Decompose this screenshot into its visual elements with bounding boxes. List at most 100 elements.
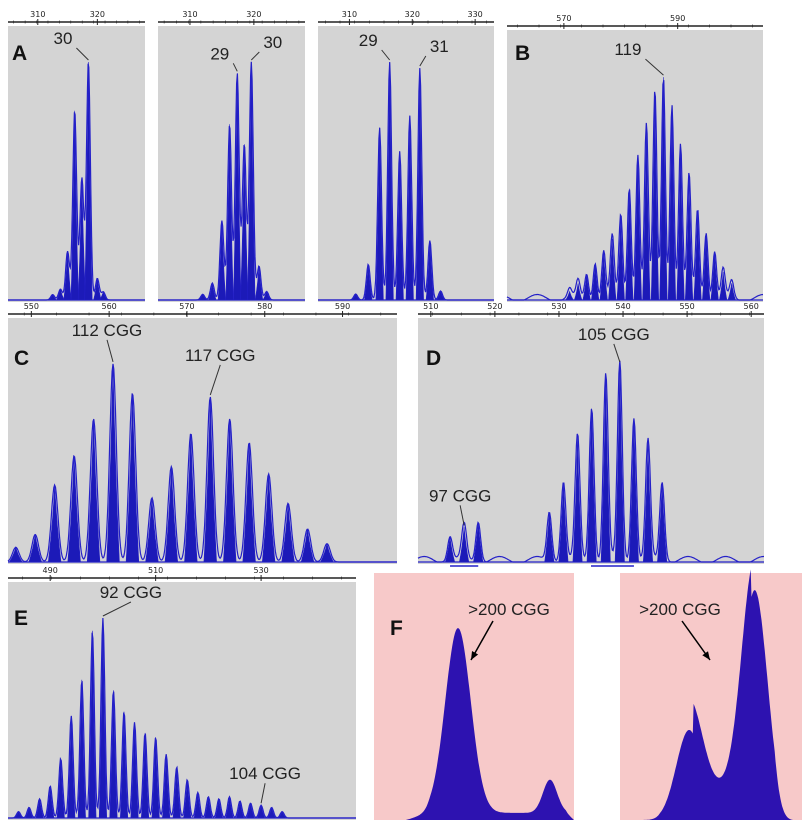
x-tick-label: 310: [342, 10, 357, 19]
signal-trace: [8, 617, 356, 819]
peak-mark: [405, 115, 414, 301]
panel-label: D: [426, 347, 441, 370]
peak-mark: [415, 67, 424, 301]
peak-mark: [28, 534, 43, 563]
x-tick-label: 540: [615, 302, 630, 311]
peak-mark: [140, 732, 150, 819]
x-tick-label: 570: [179, 302, 194, 311]
x-tick-label: 330: [468, 10, 483, 19]
peak-mark: [600, 376, 611, 563]
peak-mark: [642, 443, 654, 563]
peak-mark: [8, 546, 23, 563]
x-tick-label: 590: [670, 14, 685, 23]
peak-mark: [125, 393, 140, 563]
chart-panel-f1: >200 CGG F: [374, 573, 574, 820]
peak-annotation: 31: [430, 37, 449, 56]
x-tick-label: 320: [246, 10, 261, 19]
chart-panel-f2: >200 CGG: [620, 569, 802, 820]
peak-mark: [235, 800, 245, 819]
annotation-leader: [381, 49, 391, 61]
peak-mark: [35, 798, 44, 819]
x-tick-label: 490: [43, 566, 58, 575]
peak-mark: [582, 274, 591, 301]
peak-mark: [320, 543, 334, 563]
peak-mark: [46, 786, 55, 819]
signal-trace: [417, 360, 764, 563]
x-tick-label: 550: [679, 302, 694, 311]
peak-mark: [77, 679, 86, 819]
peak-mark: [599, 252, 608, 301]
peak-mark: [109, 690, 118, 819]
peak-mark: [208, 282, 217, 301]
peak-mark: [56, 758, 65, 819]
peak-mark: [130, 722, 139, 819]
peak-mark: [267, 807, 276, 819]
peak-mark: [262, 290, 271, 301]
peak-annotation: 104 CGG: [229, 764, 301, 783]
peak-mark: [254, 265, 264, 301]
peak-mark: [473, 522, 484, 563]
peak-mark: [198, 293, 208, 301]
peak-mark: [586, 408, 597, 563]
peak-mark: [88, 630, 97, 819]
x-tick-label: 580: [257, 302, 272, 311]
peak-annotation: 92 CGG: [100, 583, 162, 602]
annotation-leader: [459, 505, 465, 526]
peak-mark: [214, 798, 224, 819]
x-tick-label: 550: [24, 302, 39, 311]
peak-mark: [395, 151, 404, 301]
chart-panel-e: 490 510 530 92 CGG 104 CGG E: [8, 566, 356, 820]
peak-mark: [240, 144, 249, 301]
annotation-leader: [250, 51, 260, 61]
signal-trace: [318, 62, 494, 301]
chart-panel-c: 550 560 570 580 590 112 CGG 117 CGG C: [7, 302, 397, 564]
annotation-leader: [106, 339, 114, 363]
x-tick-label: 560: [744, 302, 759, 311]
signal-trace: [506, 80, 764, 301]
peak-mark: [203, 396, 217, 563]
peak-mark: [183, 779, 192, 819]
peak-annotation: 105 CGG: [578, 325, 650, 344]
peak-mark: [702, 233, 711, 301]
x-tick-label: 310: [182, 10, 197, 19]
annotation-leader: [419, 55, 427, 67]
peak-mark: [225, 796, 234, 819]
annotation-leader: [232, 63, 238, 72]
annotation-leader: [102, 601, 132, 617]
peak-mark: [99, 290, 108, 301]
peak-mark: [261, 473, 276, 563]
peak-mark: [727, 283, 736, 301]
annotation-leader: [209, 364, 221, 396]
peak-mark: [172, 766, 181, 819]
x-tick-label: 530: [253, 566, 268, 575]
peak-mark: [565, 290, 574, 301]
chart-panel-a1: 310 320 30 A: [8, 10, 145, 302]
peak-mark: [233, 73, 242, 301]
x-tick-label: 590: [335, 302, 350, 311]
peak-mark: [573, 283, 583, 301]
peak-mark: [436, 289, 445, 301]
panel-label: C: [14, 347, 29, 370]
peak-mark: [710, 252, 719, 301]
peak-mark: [247, 61, 256, 301]
peak-annotation: 30: [263, 33, 282, 52]
peak-mark: [84, 61, 93, 301]
peak-annotation: 29: [210, 44, 229, 63]
peak-mark: [14, 810, 23, 819]
x-tick-label: 530: [551, 302, 566, 311]
peak-mark: [351, 293, 361, 301]
peak-mark: [633, 155, 642, 301]
peak-mark: [459, 527, 470, 563]
annotation-leader: [260, 783, 266, 804]
x-tick-label: 310: [30, 10, 45, 19]
peak-mark: [614, 363, 625, 563]
peak-mark: [56, 289, 65, 301]
peak-mark: [684, 177, 694, 301]
peak-mark: [70, 110, 79, 301]
annotation-leader: [645, 58, 664, 76]
peak-annotation: 30: [53, 29, 72, 48]
x-tick-label: 320: [405, 10, 420, 19]
peak-annotation: 97 CGG: [429, 486, 491, 505]
annotation-leader: [613, 343, 621, 363]
